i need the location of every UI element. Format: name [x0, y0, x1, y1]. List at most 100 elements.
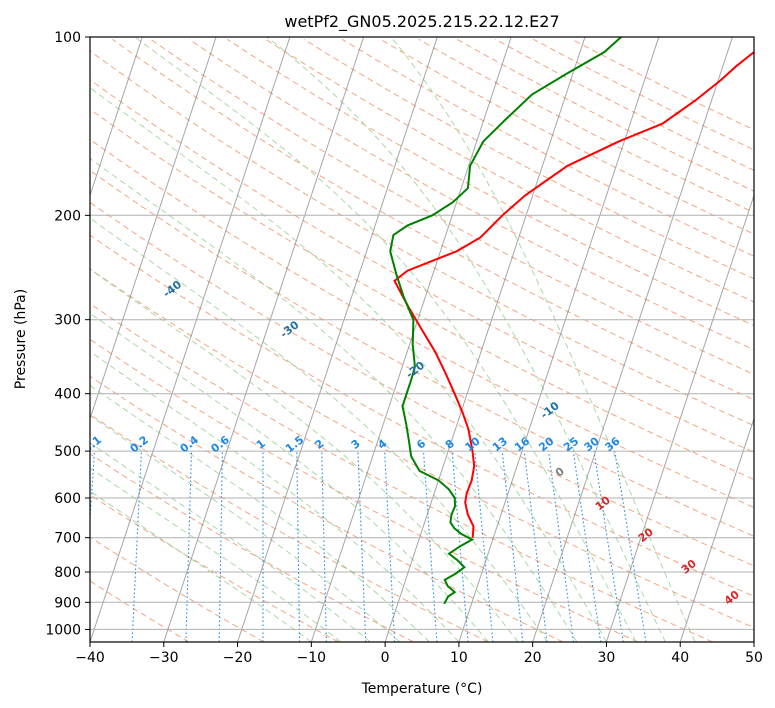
chart-title: wetPf2_GN05.2025.215.22.12.E27 — [284, 12, 559, 32]
isotherm — [458, 37, 660, 642]
dry-adiabat — [90, 375, 564, 642]
isotherm — [0, 37, 69, 642]
mixing-ratio-line — [422, 451, 438, 642]
mixing-ratio-label: 3 — [349, 437, 363, 452]
x-tick-label: −20 — [223, 650, 253, 666]
dry-adiabat — [380, 38, 754, 235]
dry-adiabat — [571, 38, 754, 131]
moist-adiabat — [90, 467, 342, 642]
y-tick-label: 1000 — [45, 622, 81, 638]
x-tick-label: 50 — [745, 650, 763, 666]
moist-adiabat-label: 0 — [553, 464, 567, 479]
mixing-ratio-line — [131, 451, 142, 642]
mixing-ratio-line — [384, 451, 396, 642]
dry-adiabat — [90, 234, 754, 597]
dry-adiabat — [90, 303, 713, 642]
dry-adiabat — [90, 494, 339, 642]
y-tick-label: 400 — [54, 387, 81, 403]
x-axis-title: Temperature (°C) — [361, 681, 483, 697]
moist-adiabat — [90, 268, 519, 642]
mixing-ratio-line — [572, 451, 602, 642]
dry-adiabat — [494, 38, 754, 171]
isotherm — [237, 37, 438, 642]
dry-adiabat — [90, 268, 754, 629]
isotherm — [384, 37, 586, 642]
dry-adiabat — [265, 38, 754, 303]
isotherm — [753, 640, 754, 642]
x-tick-label: −40 — [75, 650, 105, 666]
moist-adiabat-label: 20 — [636, 525, 656, 545]
moist-adiabat-label: 40 — [722, 588, 742, 608]
y-tick-label: 900 — [54, 595, 81, 611]
moist-adiabat — [390, 37, 696, 642]
moist-adiabat — [90, 442, 371, 642]
y-tick-label: 200 — [54, 208, 81, 224]
isotherm — [90, 37, 143, 197]
isotherm — [310, 37, 512, 642]
dry-adiabat — [90, 338, 639, 642]
x-tick-label: 10 — [450, 650, 468, 666]
moist-adiabat — [90, 217, 548, 642]
mixing-ratio-line — [614, 451, 647, 642]
isotherm — [605, 193, 754, 642]
plot-frame — [89, 36, 755, 643]
y-tick-label: 800 — [54, 565, 81, 581]
isotherm — [679, 417, 754, 642]
dewpoint-profile — [389, 37, 622, 605]
dry-adiabat — [90, 50, 754, 427]
temperature-profile — [393, 50, 754, 538]
moist-adiabat — [90, 350, 460, 642]
dry-adiabat — [456, 38, 754, 192]
y-axis-title: Pressure (hPa) — [13, 289, 29, 389]
mixing-ratio-label: 0.4 — [178, 433, 202, 455]
dry-adiabat-label: -10 — [538, 399, 562, 422]
moist-adiabat — [266, 37, 666, 642]
moist-adiabat — [90, 490, 312, 642]
mixing-ratio-label: 1 — [254, 437, 268, 452]
moist-adiabat — [90, 157, 578, 642]
x-tick-label: 30 — [598, 650, 616, 666]
dry-adiabat — [90, 536, 265, 642]
dry-adiabat — [90, 79, 754, 453]
dry-adiabat-label: -40 — [161, 278, 185, 301]
dry-adiabat — [303, 38, 754, 280]
dry-adiabat — [227, 38, 754, 327]
dry-adiabat-label: -30 — [278, 318, 302, 341]
dry-adiabat — [188, 38, 754, 351]
dry-adiabat — [341, 38, 754, 257]
mixing-ratio-line — [90, 451, 96, 528]
dry-adiabat — [112, 38, 754, 401]
mixing-ratio-line — [218, 451, 223, 642]
mixing-ratio-line — [501, 451, 524, 642]
y-tick-label: 300 — [54, 313, 81, 329]
moist-adiabat — [90, 312, 489, 642]
moist-adiabat-label: 10 — [593, 493, 613, 513]
isotherm — [532, 37, 733, 642]
x-tick-label: 20 — [524, 650, 542, 666]
y-tick-label: 500 — [54, 444, 81, 460]
moist-adiabat — [90, 384, 430, 642]
x-tick-label: −30 — [149, 650, 179, 666]
x-tick-label: 40 — [671, 650, 689, 666]
dry-adiabat — [90, 453, 414, 642]
mixing-ratio-line — [593, 451, 624, 642]
mixing-ratio-line — [548, 451, 575, 642]
dry-adiabat-label: -50 — [51, 237, 75, 260]
y-tick-label: 600 — [54, 491, 81, 507]
mixing-ratio-label: 8 — [443, 437, 457, 452]
mixing-ratio-label: 1.5 — [283, 433, 306, 455]
y-tick-label: 700 — [54, 531, 81, 547]
mixing-ratio-label: 4 — [375, 437, 389, 452]
dry-adiabat-label: -20 — [403, 359, 427, 382]
moist-adiabat — [90, 415, 401, 642]
dry-adiabat — [418, 38, 754, 213]
isotherm — [90, 37, 217, 421]
x-tick-label: 0 — [381, 650, 390, 666]
mixing-ratio-label: 0.1 — [81, 433, 104, 455]
mixing-ratio-line — [185, 451, 193, 642]
dry-adiabat — [533, 38, 754, 151]
moist-adiabat — [133, 37, 637, 642]
moist-adiabat-label: 30 — [679, 557, 699, 577]
mixing-ratio-line — [296, 451, 301, 642]
